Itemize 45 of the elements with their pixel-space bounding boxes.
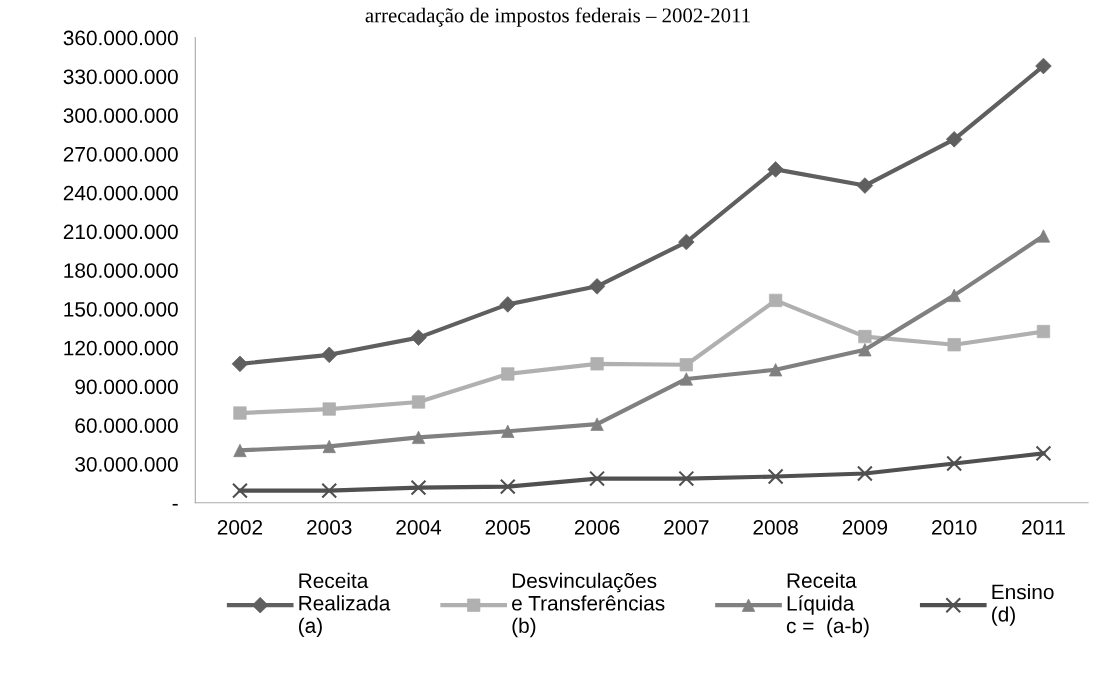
point xyxy=(767,468,784,485)
point xyxy=(321,482,338,499)
x-tick-label: 2011 xyxy=(1022,519,1065,535)
y-tick-label: 60.000.000 xyxy=(75,418,178,433)
x-tick-label: 2006 xyxy=(574,519,620,535)
x-tick-label: 2004 xyxy=(396,519,442,535)
y-tick-label: 300.000.000 xyxy=(63,108,178,123)
point xyxy=(499,478,516,495)
point xyxy=(411,430,426,444)
x-tick-label: 2002 xyxy=(217,519,263,535)
y-tick-label: 150.000.000 xyxy=(64,301,178,317)
point xyxy=(678,233,695,251)
legend-label: Desvinculações e Transferências (b) xyxy=(512,572,665,638)
point xyxy=(946,455,963,472)
x-tick-label: 2009 xyxy=(842,519,888,535)
y-tick-label: 240.000.000 xyxy=(63,185,178,201)
y-tick-label: 330.000.000 xyxy=(63,69,178,85)
chart-title: arrecadação de impostos federais – 2002-2011 xyxy=(365,7,750,27)
point xyxy=(588,278,606,295)
legend-label: Ensino (d) xyxy=(992,584,1054,626)
point xyxy=(231,482,248,499)
y-tick-label: 180.000.000 xyxy=(64,263,178,278)
y-tick-label: 120.000.000 xyxy=(64,340,178,356)
point xyxy=(589,470,606,487)
x-tick-label: 2007 xyxy=(664,519,709,535)
point xyxy=(858,329,872,344)
point xyxy=(1035,57,1052,75)
point xyxy=(1035,445,1052,462)
point xyxy=(678,470,695,487)
point xyxy=(410,479,427,496)
point xyxy=(499,296,516,313)
x-tick-label: 2010 xyxy=(932,519,977,535)
x-tick-label: 2008 xyxy=(753,519,798,535)
x-tick-label: 2003 xyxy=(307,519,352,535)
point xyxy=(679,358,693,372)
y-tick-label: 360.000.000 xyxy=(63,30,178,46)
y-tick-label: 30.000.000 xyxy=(75,456,178,472)
y-tick-label: 90.000.000 xyxy=(75,379,178,395)
y-tick-label: - xyxy=(172,503,178,506)
x-tick-label: 2005 xyxy=(485,519,531,535)
y-tick-label: 210.000.000 xyxy=(63,224,178,240)
legend-label: Receita Líquida c = (a-b) xyxy=(786,572,869,638)
y-tick-label: 270.000.000 xyxy=(63,146,178,162)
point xyxy=(856,465,873,482)
legend-label: Receita Realizada (a) xyxy=(298,572,391,638)
